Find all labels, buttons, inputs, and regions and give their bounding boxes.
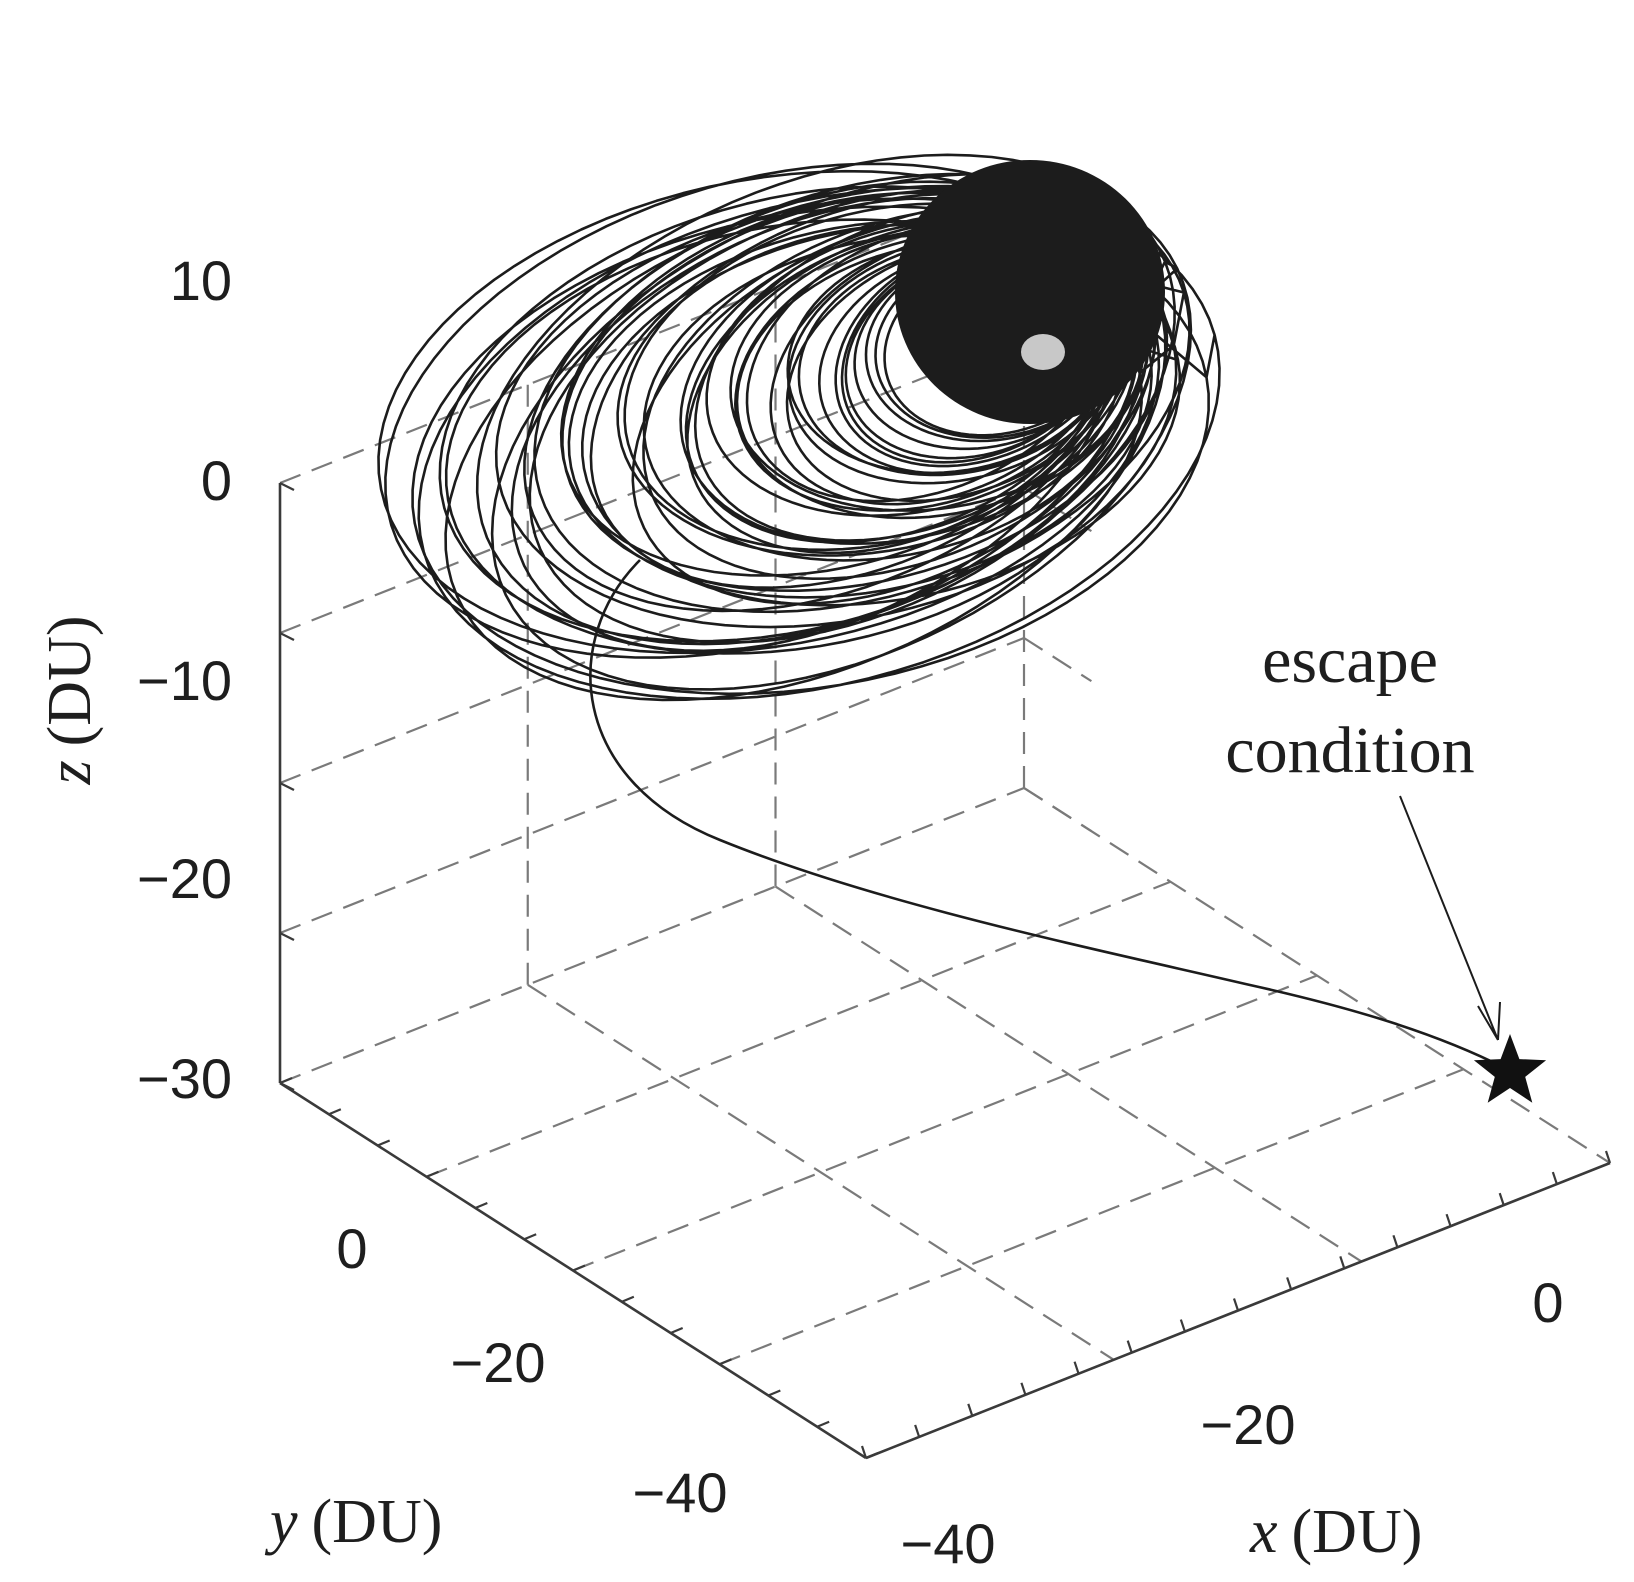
z-tick-label: 10 xyxy=(170,249,232,312)
x-tick-mark xyxy=(1020,1382,1027,1396)
x-tick-mark xyxy=(1498,1192,1505,1206)
grid-line xyxy=(1023,637,1092,683)
x-tick-mark xyxy=(1073,1361,1080,1375)
grid-line xyxy=(279,786,1025,1085)
grid-line xyxy=(572,974,1318,1272)
orbit-dense-core xyxy=(895,160,1165,424)
z-tick-mark xyxy=(279,632,295,641)
z-tick-mark xyxy=(279,1082,295,1091)
annotation-arrow xyxy=(1399,795,1501,1041)
y-tick-mark xyxy=(719,1358,732,1366)
y-axis-label: y (DU) xyxy=(264,1488,442,1556)
grid-line xyxy=(279,636,1025,935)
x-tick-mark xyxy=(1179,1319,1186,1332)
z-axis-label: z(DU) xyxy=(36,616,104,786)
grid-line xyxy=(1023,787,1611,1164)
z-tick-label: 0 xyxy=(201,449,232,512)
y-tick-mark xyxy=(865,1451,879,1460)
x-tick-mark xyxy=(1445,1213,1452,1227)
escape-star-marker xyxy=(1473,1034,1547,1103)
y-tick-mark xyxy=(767,1389,781,1397)
y-tick-mark xyxy=(474,1201,488,1210)
central-body-marker xyxy=(1021,334,1065,370)
trajectory-layer xyxy=(377,153,1547,1103)
y-tick-mark xyxy=(328,1108,342,1116)
grid-line xyxy=(279,336,1025,635)
y-tick-mark xyxy=(426,1170,439,1178)
y-tick-mark xyxy=(523,1233,537,1241)
x-tick-mark xyxy=(1392,1234,1399,1248)
x-tick-mark xyxy=(967,1403,974,1417)
y-tick-mark xyxy=(377,1139,391,1147)
z-tick-mark xyxy=(279,782,295,791)
x-tick-label: −40 xyxy=(901,1512,996,1575)
grid-line xyxy=(527,983,1115,1361)
y-tick-label: 0 xyxy=(336,1217,367,1280)
grid-line xyxy=(719,1068,1464,1366)
x-tick-label: −20 xyxy=(1201,1393,1296,1456)
y-tick-label: −20 xyxy=(451,1331,546,1394)
grid-line xyxy=(426,880,1171,1178)
x-tick-mark xyxy=(1126,1340,1133,1353)
z-tick-mark xyxy=(279,932,295,941)
escape-annotation-line1: escape xyxy=(1262,624,1438,697)
x-tick-label: 0 xyxy=(1532,1271,1563,1334)
x-tick-mark xyxy=(914,1424,921,1438)
z-tick-mark xyxy=(279,482,295,491)
y-tick-mark xyxy=(279,1076,293,1085)
x-tick-mark xyxy=(860,1445,868,1459)
z-tick-label: −30 xyxy=(137,1047,232,1110)
y-tick-mark xyxy=(670,1326,684,1335)
escape-leg xyxy=(589,559,1506,1070)
y-tick-label: −40 xyxy=(633,1461,728,1524)
x-tick-mark xyxy=(1604,1150,1612,1164)
x-tick-mark xyxy=(1232,1298,1240,1311)
x-tick-mark xyxy=(1286,1277,1293,1290)
grid-line xyxy=(774,885,1363,1263)
escape-annotation-line2: condition xyxy=(1225,714,1474,787)
y-tick-mark xyxy=(572,1264,586,1272)
y-tick-mark xyxy=(816,1420,830,1428)
x-tick-mark xyxy=(1551,1171,1558,1185)
x-tick-mark xyxy=(1339,1256,1346,1269)
y-tick-mark xyxy=(621,1295,635,1303)
z-tick-label: −20 xyxy=(137,847,232,910)
z-tick-label: −10 xyxy=(137,649,232,712)
grid-line xyxy=(279,486,1025,785)
x-axis-label: x (DU) xyxy=(1249,1498,1422,1566)
axis-frame xyxy=(278,482,1612,1460)
